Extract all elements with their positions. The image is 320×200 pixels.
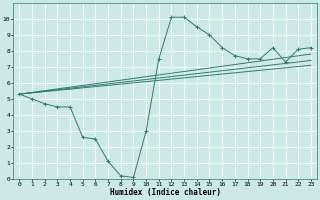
- X-axis label: Humidex (Indice chaleur): Humidex (Indice chaleur): [110, 188, 220, 197]
